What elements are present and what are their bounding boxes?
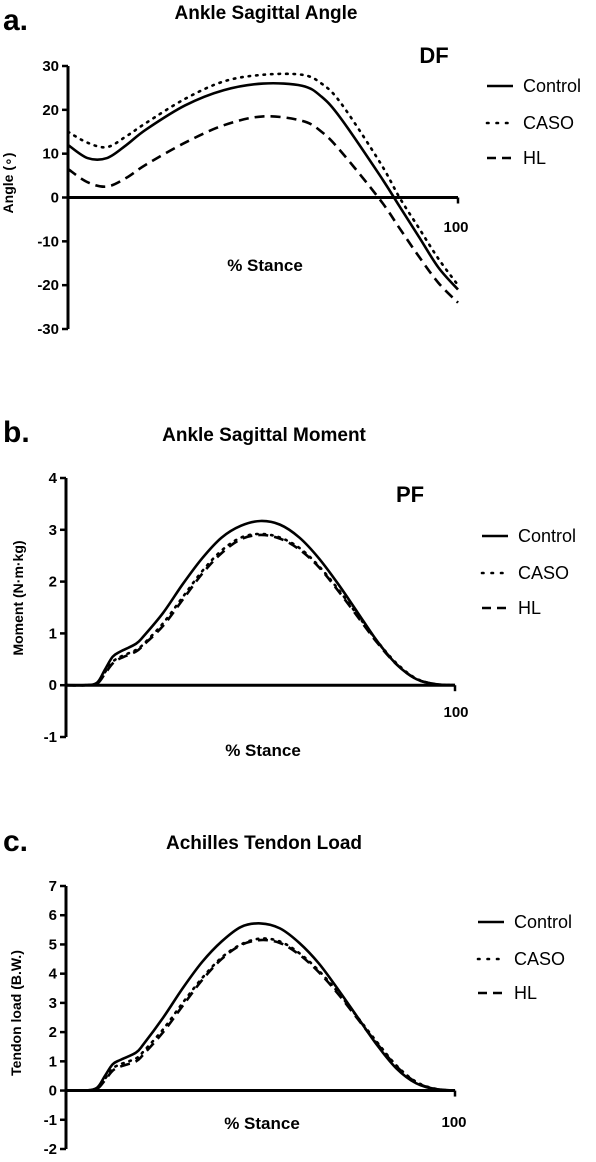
- panel-letter: c.: [3, 825, 28, 858]
- chart-panel-1: a. Ankle Sagittal Angle 100 -30 -20 -10 0 10 20 3…: [0, 3, 581, 338]
- x-tick-label: 100: [441, 1114, 466, 1131]
- y-tick-label: 10: [42, 146, 59, 163]
- x-tick-label: 100: [443, 704, 468, 721]
- legend-label-hl: HL: [514, 983, 537, 1003]
- y-tick-label: 6: [49, 907, 57, 924]
- y-tick-label: 2: [49, 1024, 57, 1041]
- y-tick-label: 3: [49, 522, 57, 539]
- direction-annotation: DF: [419, 43, 448, 68]
- y-tick-label: -1: [44, 1112, 57, 1129]
- y-tick-label: -2: [44, 1141, 57, 1157]
- series-line-control: [67, 81, 459, 291]
- direction-annotation: PF: [396, 482, 424, 507]
- y-tick-label: -1: [44, 729, 57, 746]
- chart-title: Achilles Tendon Load: [166, 833, 362, 854]
- chart-panel-3: c. Achilles Tendon Load 100 -2 -1 0 1 2 3 4 5 6 7 Ten…: [3, 825, 572, 1158]
- y-axis-label: Angle (∘): [0, 153, 16, 214]
- legend-label-hl: HL: [518, 598, 541, 618]
- chart-title: Ankle Sagittal Angle: [175, 3, 358, 24]
- chart-title: Ankle Sagittal Moment: [162, 425, 366, 446]
- legend-label-control: Control: [523, 76, 581, 96]
- y-tick-label: 4: [49, 470, 58, 487]
- x-axis-label: % Stance: [224, 1114, 300, 1133]
- legend-label-caso: CASO: [523, 113, 574, 133]
- y-tick-label: 1: [49, 625, 57, 642]
- y-tick-label: 30: [42, 58, 59, 75]
- legend-label-control: Control: [518, 526, 576, 546]
- panel-letter: a.: [3, 4, 28, 37]
- legend-label-control: Control: [514, 912, 572, 932]
- series-line-control: [65, 519, 456, 687]
- y-tick-label: 5: [49, 936, 57, 953]
- legend-label-caso: CASO: [518, 563, 569, 583]
- y-tick-label: 7: [49, 878, 57, 895]
- legend-label-caso: CASO: [514, 949, 565, 969]
- y-tick-label: 1: [49, 1053, 57, 1070]
- y-tick-label: 0: [49, 1083, 57, 1100]
- x-tick-label: 100: [443, 219, 468, 236]
- series-line-caso: [64, 532, 457, 687]
- legend-label-hl: HL: [523, 148, 546, 168]
- x-axis-label: % Stance: [225, 741, 301, 760]
- y-tick-label: -30: [37, 321, 59, 338]
- series-line-hl: [67, 114, 459, 304]
- y-tick-label: 4: [49, 966, 58, 983]
- y-tick-label: -20: [37, 277, 59, 294]
- y-tick-label: 0: [51, 190, 59, 207]
- panel-letter: b.: [3, 416, 30, 449]
- series-line-hl: [65, 938, 456, 1092]
- chart-panel-2: b. Ankle Sagittal Moment 100 -1 0 1 2 3 4 Moment …: [3, 416, 576, 760]
- y-axis-label: Moment (N·m·kg): [10, 540, 26, 655]
- y-tick-label: 20: [42, 102, 59, 119]
- x-axis-label: % Stance: [227, 256, 303, 275]
- series-line-caso: [66, 72, 460, 287]
- y-tick-label: 3: [49, 995, 57, 1012]
- y-tick-label: 2: [49, 574, 57, 591]
- y-axis-label: Tendon load (B.W.): [8, 950, 24, 1076]
- y-tick-label: -10: [37, 233, 59, 250]
- series-line-hl: [65, 533, 456, 687]
- y-tick-label: 0: [49, 677, 57, 694]
